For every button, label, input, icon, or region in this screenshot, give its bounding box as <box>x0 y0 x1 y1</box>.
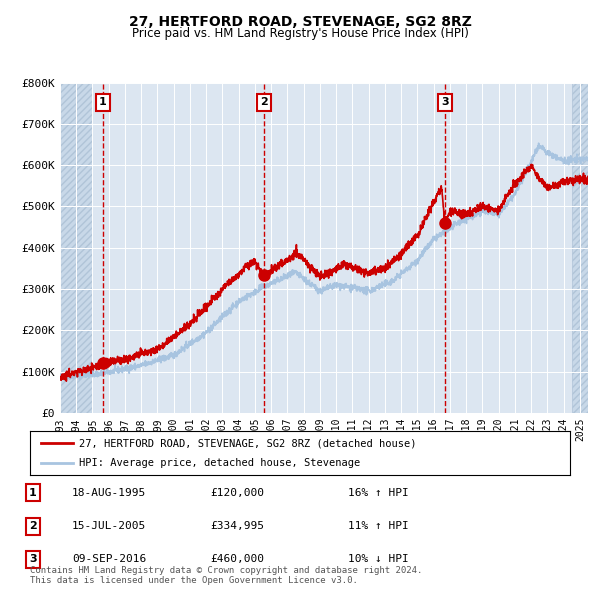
Text: £120,000: £120,000 <box>210 488 264 497</box>
Text: 18-AUG-1995: 18-AUG-1995 <box>72 488 146 497</box>
Text: £334,995: £334,995 <box>210 522 264 531</box>
Text: HPI: Average price, detached house, Stevenage: HPI: Average price, detached house, Stev… <box>79 458 360 467</box>
Text: 11% ↑ HPI: 11% ↑ HPI <box>348 522 409 531</box>
Text: 3: 3 <box>441 97 449 107</box>
Text: 27, HERTFORD ROAD, STEVENAGE, SG2 8RZ: 27, HERTFORD ROAD, STEVENAGE, SG2 8RZ <box>128 15 472 29</box>
Text: 1: 1 <box>99 97 107 107</box>
Text: 2: 2 <box>260 97 268 107</box>
Text: £460,000: £460,000 <box>210 555 264 564</box>
Text: 3: 3 <box>29 555 37 564</box>
Text: 2: 2 <box>29 522 37 531</box>
Text: 15-JUL-2005: 15-JUL-2005 <box>72 522 146 531</box>
Text: This data is licensed under the Open Government Licence v3.0.: This data is licensed under the Open Gov… <box>30 576 358 585</box>
Text: 10% ↓ HPI: 10% ↓ HPI <box>348 555 409 564</box>
Text: 1: 1 <box>29 488 37 497</box>
Text: 27, HERTFORD ROAD, STEVENAGE, SG2 8RZ (detached house): 27, HERTFORD ROAD, STEVENAGE, SG2 8RZ (d… <box>79 438 416 448</box>
Text: Contains HM Land Registry data © Crown copyright and database right 2024.: Contains HM Land Registry data © Crown c… <box>30 566 422 575</box>
Text: 09-SEP-2016: 09-SEP-2016 <box>72 555 146 564</box>
Text: Price paid vs. HM Land Registry's House Price Index (HPI): Price paid vs. HM Land Registry's House … <box>131 27 469 40</box>
Text: 16% ↑ HPI: 16% ↑ HPI <box>348 488 409 497</box>
